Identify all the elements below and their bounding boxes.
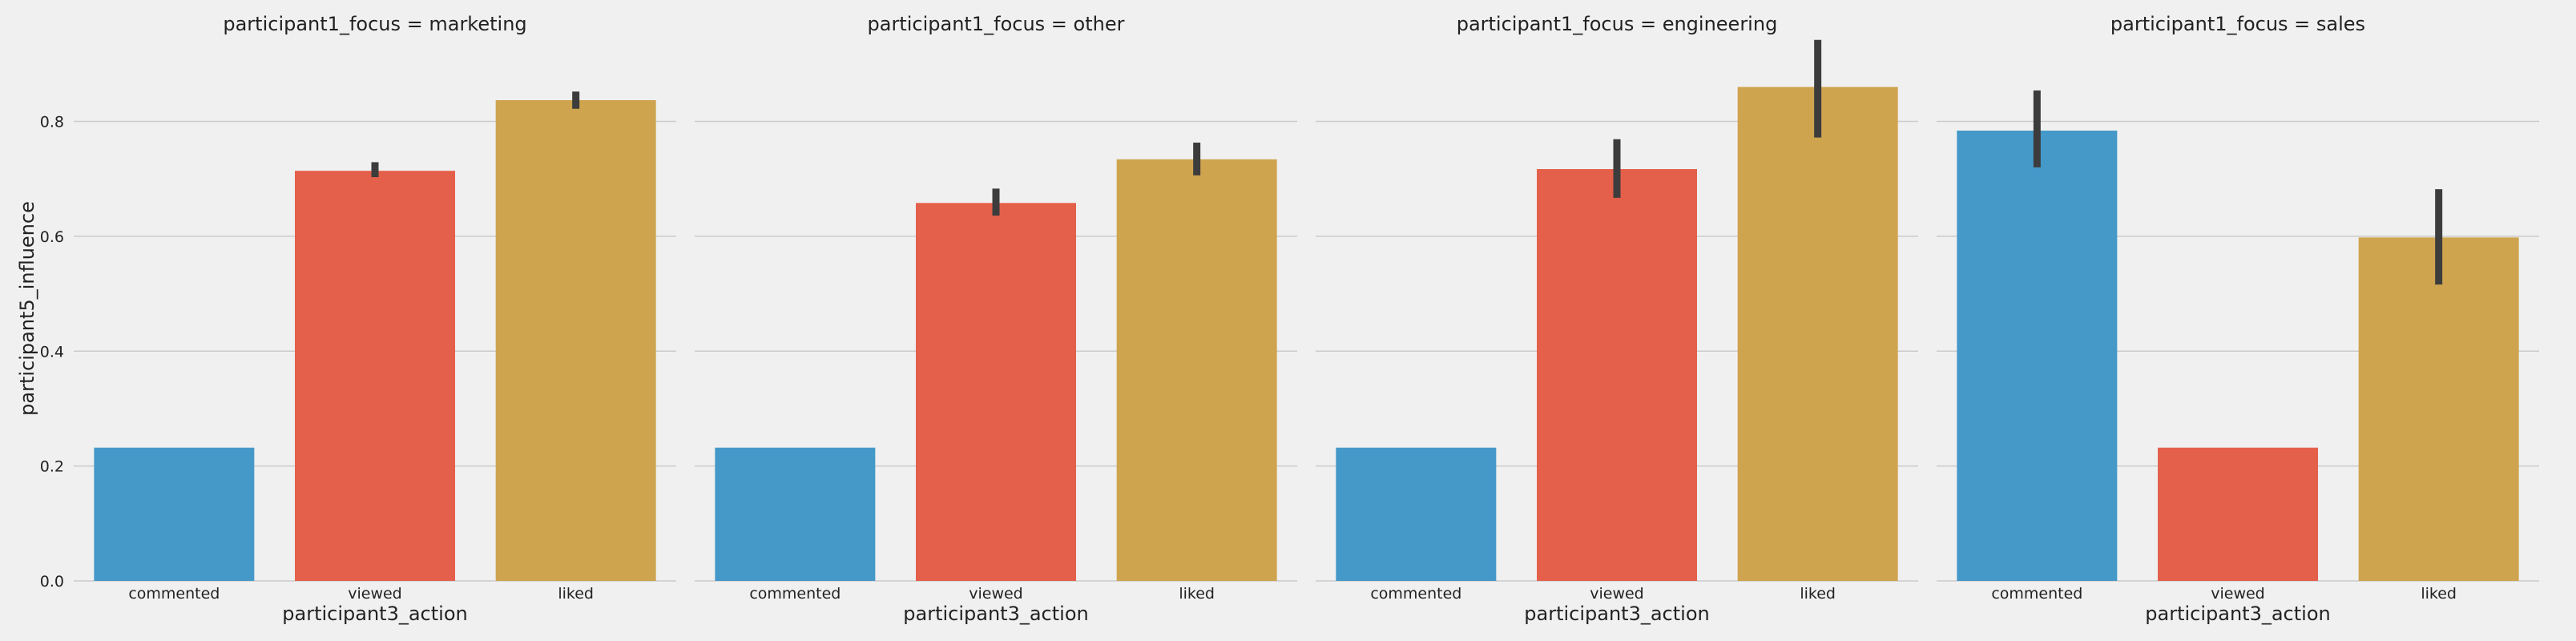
x-tick-label: liked: [558, 585, 594, 603]
bar-commented: [1336, 447, 1497, 581]
x-tick-label: liked: [1179, 585, 1215, 603]
y-tick-label: 0.2: [40, 458, 64, 476]
x-axis-label: participant3_action: [282, 603, 467, 625]
facet-title: participant1_focus = engineering: [1457, 13, 1778, 35]
bar-liked: [495, 100, 656, 581]
x-tick-label: viewed: [969, 585, 1023, 603]
y-tick-label: 0.6: [40, 228, 64, 246]
facet-title: participant1_focus = other: [868, 13, 1125, 35]
x-axis-label: participant3_action: [1524, 603, 1709, 625]
x-axis-label: participant3_action: [903, 603, 1088, 625]
bar-viewed: [2158, 447, 2318, 581]
bar-commented: [1957, 130, 2118, 581]
bar-viewed: [1537, 169, 1697, 581]
bar-liked: [1737, 87, 1898, 581]
bar-liked: [2358, 237, 2519, 581]
bar-viewed: [295, 171, 455, 581]
bar-viewed: [916, 203, 1076, 581]
x-tick-label: liked: [2421, 585, 2457, 603]
bar-commented: [94, 447, 255, 581]
facet-title: participant1_focus = sales: [2110, 13, 2365, 35]
x-tick-label: commented: [128, 585, 220, 603]
x-tick-label: commented: [1991, 585, 2082, 603]
bar-liked: [1116, 159, 1277, 581]
y-tick-label: 0.0: [40, 573, 64, 591]
x-tick-label: liked: [1800, 585, 1836, 603]
y-tick-label: 0.4: [40, 343, 64, 361]
x-tick-label: viewed: [1590, 585, 1644, 603]
x-tick-label: commented: [749, 585, 841, 603]
x-axis-label: participant3_action: [2145, 603, 2330, 625]
y-axis-label: participant5_influence: [16, 201, 38, 416]
x-tick-label: viewed: [348, 585, 402, 603]
x-tick-label: commented: [1370, 585, 1461, 603]
x-tick-label: viewed: [2211, 585, 2265, 603]
y-tick-label: 0.8: [40, 114, 64, 131]
facet-title: participant1_focus = marketing: [223, 13, 526, 35]
bar-commented: [715, 447, 876, 581]
